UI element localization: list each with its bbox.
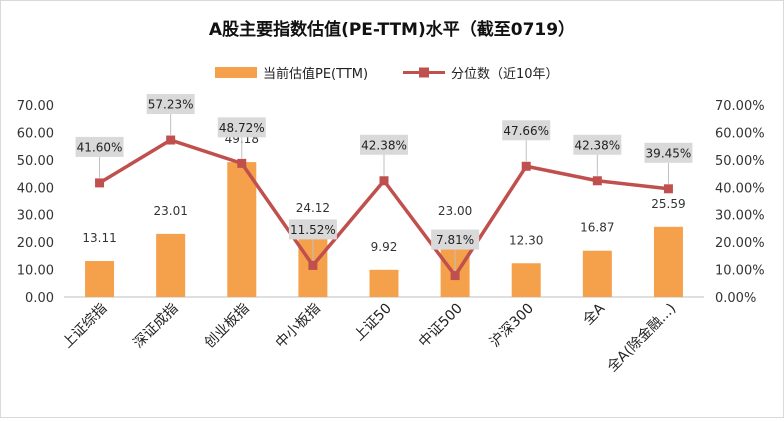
chart-title: A股主要指数估值(PE-TTM)水平（截至0719） — [209, 19, 575, 40]
line-series — [95, 135, 673, 281]
category-label: 创业板指 — [202, 301, 253, 352]
line-marker — [95, 178, 105, 188]
legend: 当前估值PE(TTM) 分位数（近10年） — [215, 66, 559, 82]
bar — [582, 250, 612, 297]
line-marker — [166, 135, 176, 145]
bar — [227, 162, 257, 297]
left-axis-tick-label: 50.00 — [17, 154, 54, 169]
line-marker — [521, 161, 531, 171]
left-axis-tick-label: 0.00 — [25, 291, 54, 306]
right-axis-tick-label: 70.00% — [715, 99, 765, 114]
bar-data-label: 12.30 — [509, 233, 543, 247]
line-data-label: 42.38% — [361, 138, 407, 152]
category-label: 全A — [579, 300, 608, 329]
line-marker — [592, 176, 602, 186]
left-axis-tick-label: 30.00 — [17, 209, 54, 224]
line-data-labels: 41.60% 57.23% 48.72% 11.52% 42.38% 7.81% 47.66… — [75, 94, 693, 271]
data-label-box — [431, 229, 480, 250]
left-axis-tick-label: 60.00 — [17, 126, 54, 141]
right-axis-tick-label: 30.00% — [715, 209, 765, 224]
legend-line-label: 分位数（近10年） — [451, 67, 559, 82]
category-label: 上证50 — [351, 301, 395, 345]
axes: 0.00 10.00 20.00 30.00 40.00 50.00 60.00 70.00 0… — [17, 99, 765, 306]
bar-data-label: 23.01 — [153, 204, 187, 218]
bar-data-label: 13.11 — [82, 231, 116, 245]
right-axis-tick-label: 40.00% — [715, 181, 765, 196]
legend-line-marker — [419, 67, 429, 78]
line-data-label: 42.38% — [574, 138, 620, 152]
right-axis-tick-label: 10.00% — [715, 264, 765, 279]
data-label-box — [502, 120, 551, 141]
line-data-label: 11.52% — [290, 223, 336, 237]
line-marker — [450, 271, 460, 281]
right-axis-tick-label: 50.00% — [715, 154, 765, 169]
category-labels: 上证综指 深证成指 创业板指 中小板指 上证50 中证500 沪深300 全A全A(除金融..… — [59, 300, 679, 376]
bar-data-label: 23.00 — [438, 204, 472, 218]
bar — [156, 233, 186, 297]
left-axis-tick-label: 70.00 — [17, 99, 54, 114]
data-label-box — [146, 94, 195, 115]
bar — [369, 269, 399, 297]
bar — [653, 226, 683, 297]
category-label: 上证综指 — [59, 301, 110, 352]
bar — [85, 261, 115, 297]
left-axis-tick-label: 40.00 — [17, 181, 54, 196]
data-label-box — [217, 117, 266, 138]
line-marker — [237, 158, 247, 168]
line-marker — [379, 176, 389, 186]
category-label: 沪深300 — [487, 301, 537, 351]
bar-data-label: 24.12 — [296, 201, 330, 215]
line-data-label: 41.60% — [77, 140, 123, 154]
data-label-box — [360, 134, 408, 155]
data-label-box — [573, 134, 622, 155]
legend-bar-label: 当前估值PE(TTM) — [263, 66, 368, 82]
line-data-label: 39.45% — [646, 146, 692, 160]
legend-bar-swatch — [215, 67, 257, 78]
line-data-label: 57.23% — [148, 98, 194, 112]
line-marker — [308, 260, 318, 270]
bar-data-label: 25.59 — [651, 197, 685, 211]
line-data-label: 7.81% — [436, 233, 474, 247]
left-axis-tick-label: 20.00 — [17, 236, 54, 251]
right-axis-tick-label: 20.00% — [715, 236, 765, 251]
right-axis-tick-label: 0.00% — [715, 291, 756, 306]
category-label: 中证500 — [416, 301, 466, 351]
data-label-box — [288, 219, 337, 240]
category-label: 深证成指 — [131, 301, 182, 352]
data-label-box — [75, 136, 124, 157]
category-label: 全A(除金融...) — [604, 300, 680, 376]
line-data-label: 47.66% — [503, 124, 549, 138]
bar — [511, 263, 541, 297]
bar-data-label: 16.87 — [580, 221, 614, 235]
bar-data-label: 9.92 — [371, 240, 398, 254]
left-axis-tick-label: 10.00 — [17, 264, 54, 279]
line-marker — [663, 184, 673, 194]
right-axis-tick-label: 60.00% — [715, 126, 765, 141]
category-label: 中小板指 — [273, 301, 324, 352]
line-data-label: 48.72% — [219, 121, 265, 135]
data-label-box — [644, 142, 693, 163]
